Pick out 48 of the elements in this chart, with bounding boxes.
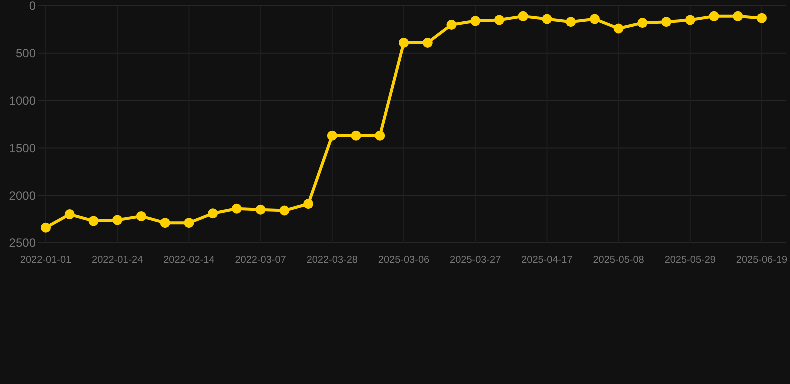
point — [112, 215, 123, 226]
x-tick-label: 2025-03-06 — [378, 255, 430, 266]
point — [136, 211, 146, 222]
point — [685, 15, 696, 26]
point — [304, 199, 314, 210]
x-tick-label: 2025-05-08 — [593, 255, 645, 266]
point — [88, 216, 99, 226]
x-tick-label: 2022-03-28 — [306, 255, 358, 266]
x-tick-label: 2025-06-19 — [736, 255, 788, 266]
point — [470, 16, 481, 26]
point — [494, 15, 504, 26]
y-tick-label: 1500 — [9, 141, 36, 156]
y-tick-label: 2000 — [9, 188, 36, 203]
y-tick-label: 500 — [16, 46, 36, 61]
point — [160, 218, 170, 228]
y-tick-label: 1000 — [9, 94, 36, 108]
x-tick-label: 2022-02-14 — [164, 255, 216, 266]
point — [446, 20, 457, 30]
point — [208, 208, 218, 219]
point — [542, 14, 552, 24]
y-tick-label: 0 — [29, 0, 36, 14]
x-tick-label: 2022-03-07 — [235, 255, 287, 266]
point — [280, 206, 290, 216]
point — [709, 11, 720, 22]
point — [41, 222, 51, 233]
point — [375, 130, 386, 141]
x-tick-label: 2025-04-17 — [522, 255, 574, 266]
point — [757, 13, 767, 24]
point — [518, 11, 528, 22]
point — [638, 18, 648, 28]
x-tick-label: 2025-03-27 — [450, 255, 502, 266]
point — [351, 130, 362, 141]
point — [256, 204, 266, 215]
x-tick-label: 2022-01-24 — [92, 255, 144, 266]
y-tick-label: 2500 — [9, 236, 36, 250]
point — [590, 14, 600, 24]
point — [327, 130, 338, 141]
point — [733, 11, 744, 22]
point — [614, 24, 624, 34]
point — [399, 38, 409, 48]
point — [566, 17, 576, 28]
point — [422, 38, 433, 48]
point — [64, 210, 75, 220]
x-tick-label: 2022-01-01 — [20, 255, 72, 266]
x-tick-label: 2025-05-29 — [664, 255, 716, 266]
point — [662, 17, 672, 28]
point — [184, 218, 194, 228]
point — [232, 204, 242, 214]
